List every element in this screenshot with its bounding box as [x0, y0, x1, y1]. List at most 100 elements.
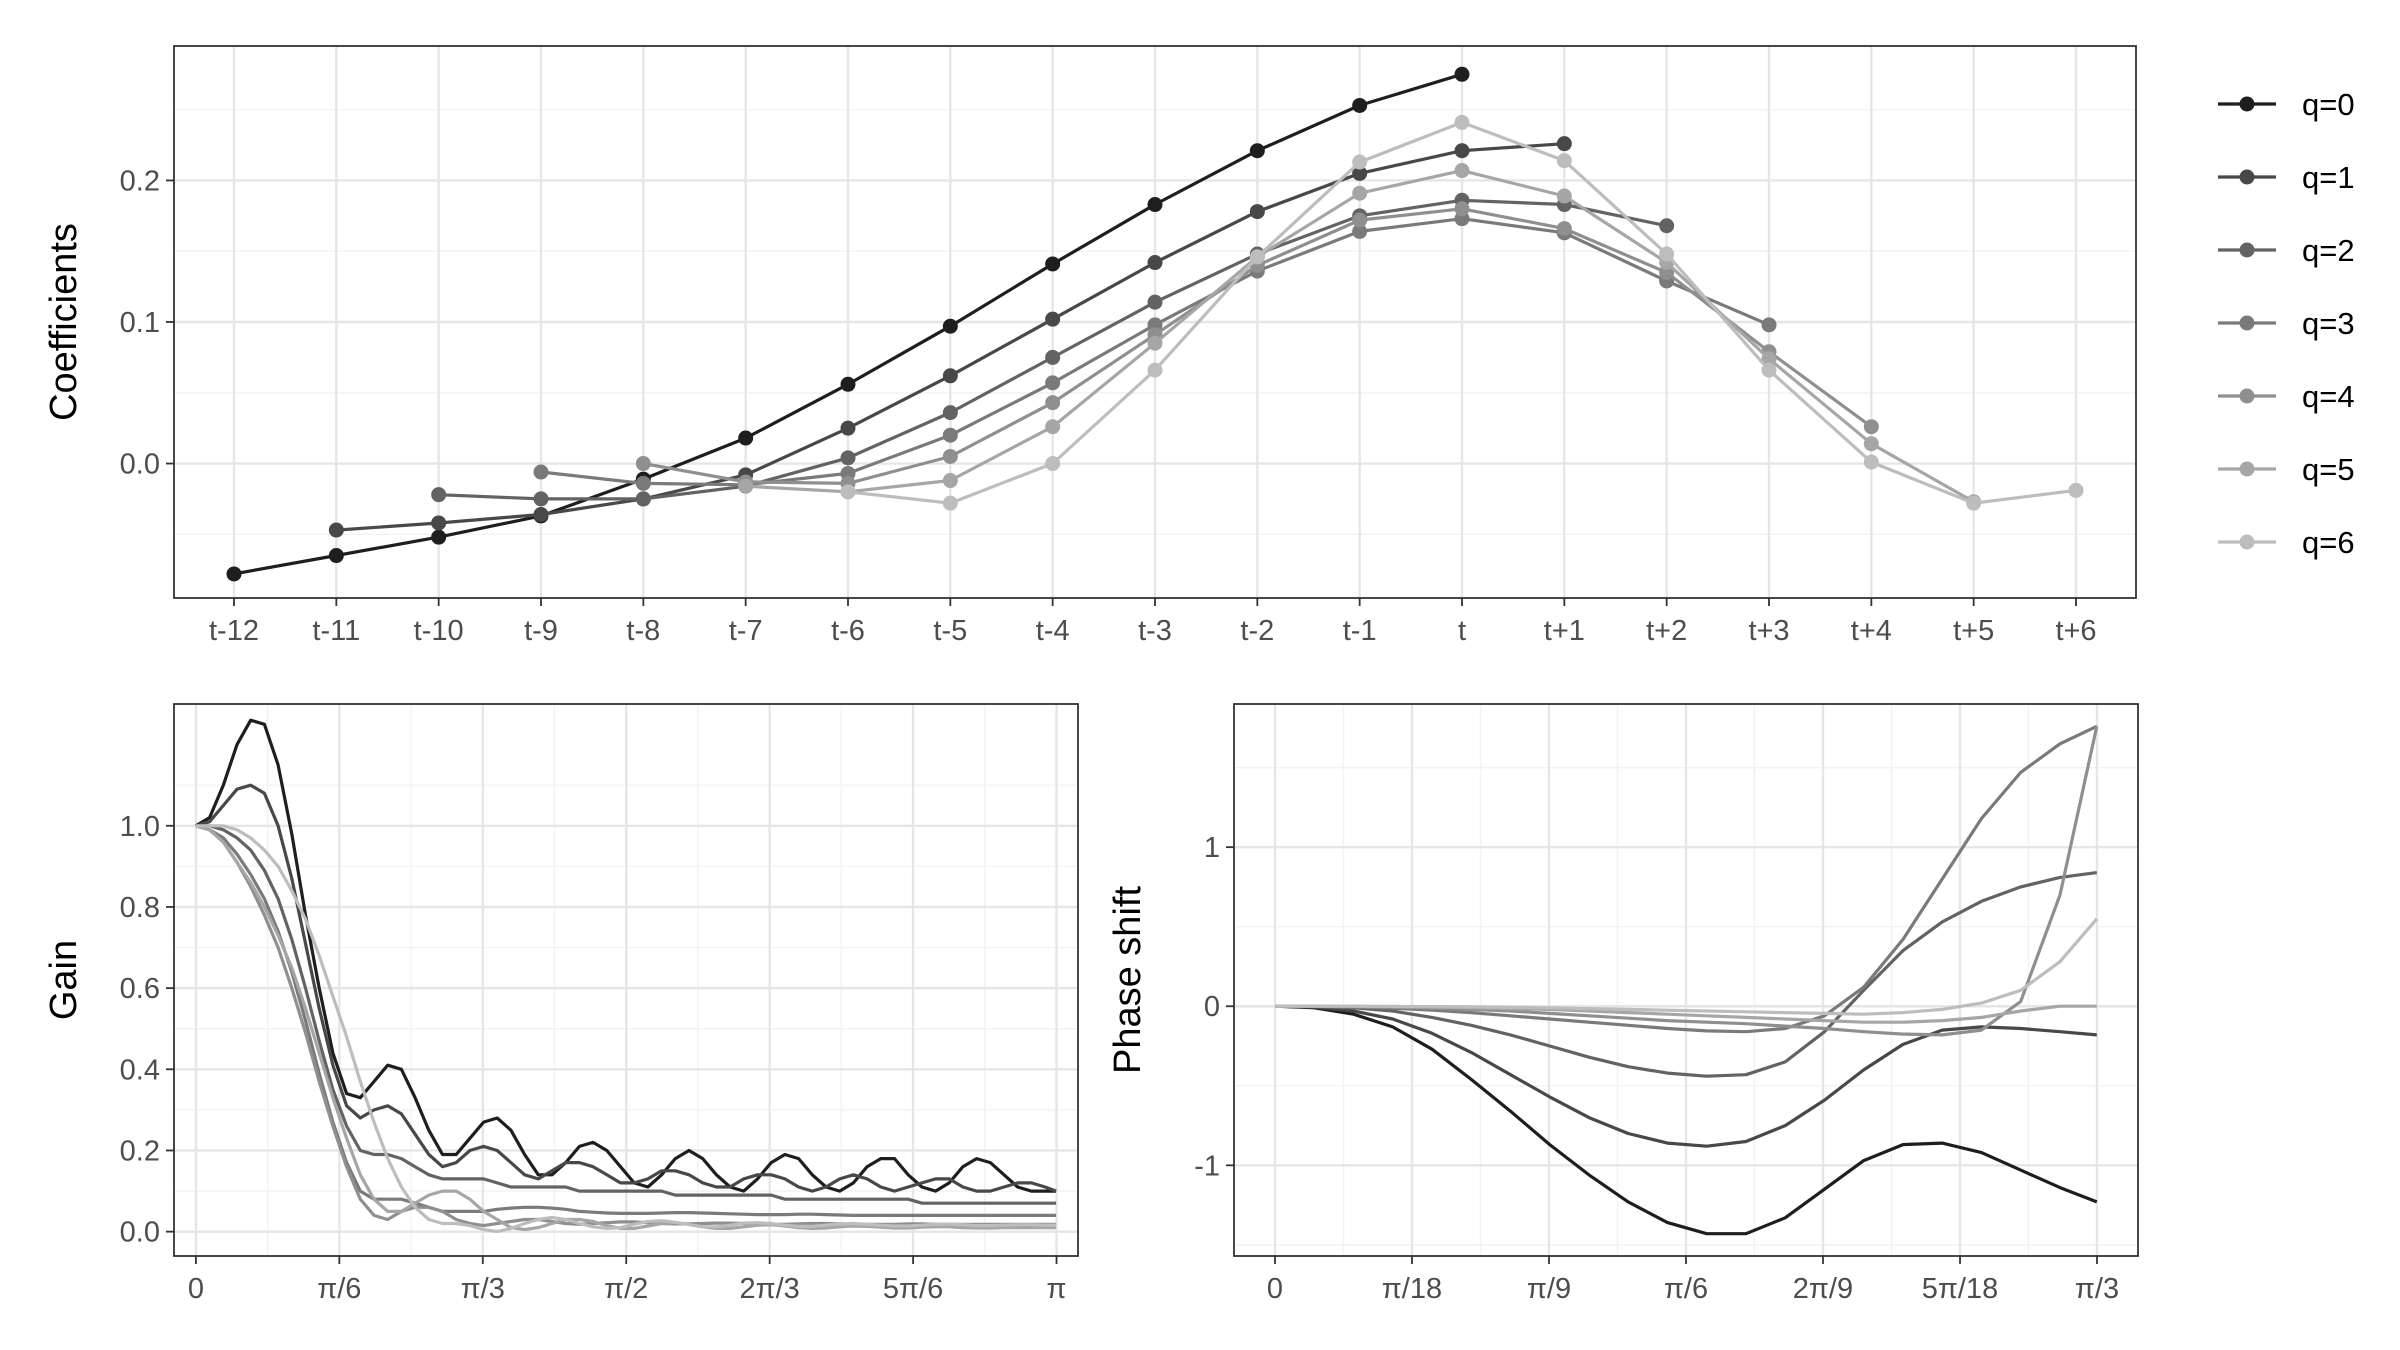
data-point-q=3 — [1761, 317, 1777, 333]
data-point-q=6 — [1761, 362, 1777, 378]
x-tick-label: t-9 — [524, 615, 558, 647]
series-line-q=5 — [195, 824, 1057, 1232]
data-point-q=0 — [1249, 143, 1265, 159]
y-tick-label: 0.6 — [120, 973, 160, 1005]
data-point-q=6 — [942, 495, 958, 511]
legend-item: q=3 — [2218, 306, 2355, 341]
data-point-q=0 — [942, 318, 958, 334]
data-point-q=1 — [1556, 136, 1572, 152]
series-line-q=1 — [195, 783, 1057, 1193]
data-point-q=5 — [942, 473, 958, 489]
y-axis: -1 0 1 — [1194, 832, 1234, 1182]
data-point-q=6 — [1249, 249, 1265, 265]
data-point-q=2 — [431, 487, 447, 503]
y-tick-label: 0.0 — [120, 1217, 160, 1249]
y-tick-label: 1 — [1204, 832, 1220, 864]
legend-marker-q=4 — [2239, 388, 2255, 404]
data-point-q=0 — [840, 376, 856, 392]
data-point-q=0 — [738, 430, 754, 446]
y-axis-title: Phase shift — [1107, 886, 1149, 1074]
x-tick-label: 2π/9 — [1793, 1273, 1853, 1305]
x-axis: 0 π/6 π/3 π/2 2π/3 5π/6 π — [188, 1256, 1067, 1305]
x-tick-label: π/3 — [461, 1273, 505, 1305]
series-group — [226, 66, 2084, 582]
y-tick-label: 1.0 — [120, 811, 160, 843]
legend-label: q=1 — [2302, 160, 2355, 195]
data-point-q=1 — [533, 506, 549, 522]
data-point-q=0 — [1454, 66, 1470, 82]
x-tick-label: t-6 — [831, 615, 865, 647]
legend-marker-q=6 — [2239, 534, 2255, 550]
data-point-q=0 — [1045, 256, 1061, 272]
legend-label: q=4 — [2302, 379, 2355, 414]
gain-panel: 0 π/6 π/3 π/2 2π/3 5π/6 π 0.0 0.2 0.4 0.6 0.8 1.0 Gai… — [43, 703, 1079, 1305]
legend-item: q=4 — [2218, 379, 2355, 414]
coefficients-panel: t-12 t-11 t-10 t-9 t-8 t-7 t-6 t-5 t-4 t-3 t-2 t-1 t… — [43, 45, 2137, 647]
data-point-q=6 — [1045, 456, 1061, 472]
data-point-q=2 — [942, 405, 958, 421]
data-point-q=2 — [840, 450, 856, 466]
x-tick-label: π/6 — [1664, 1273, 1708, 1305]
data-point-q=2 — [1147, 294, 1163, 310]
x-tick-label: π/3 — [2075, 1273, 2119, 1305]
x-tick-label: t-10 — [414, 615, 464, 647]
series-line-q=6 — [1275, 917, 2099, 1016]
data-point-q=3 — [942, 427, 958, 443]
data-point-q=6 — [1454, 114, 1470, 130]
data-point-q=4 — [942, 448, 958, 464]
x-tick-label: t-7 — [729, 615, 763, 647]
data-point-q=5 — [1761, 351, 1777, 367]
x-axis: 0 π/18 π/9 π/6 2π/9 5π/18 π/3 — [1267, 1256, 2119, 1305]
data-point-q=3 — [533, 464, 549, 480]
data-point-q=2 — [1659, 218, 1675, 234]
data-point-q=5 — [1454, 163, 1470, 179]
legend-item: q=6 — [2218, 525, 2355, 560]
data-point-q=1 — [1147, 255, 1163, 271]
data-point-q=3 — [1352, 223, 1368, 239]
data-point-q=3 — [1045, 375, 1061, 391]
data-point-q=1 — [1352, 165, 1368, 181]
data-point-q=1 — [328, 522, 344, 538]
series-line-q=1 — [1274, 1004, 2097, 1148]
data-point-q=1 — [431, 515, 447, 531]
x-tick-label: t-5 — [933, 615, 967, 647]
y-axis-title: Gain — [43, 940, 85, 1020]
y-tick-label: 0.2 — [120, 165, 160, 197]
x-tick-label: π/6 — [317, 1273, 361, 1305]
x-tick-label: t-11 — [312, 615, 360, 647]
y-tick-label: -1 — [1194, 1150, 1220, 1182]
y-axis: 0.0 0.2 0.4 0.6 0.8 1.0 — [120, 811, 174, 1249]
data-point-q=0 — [226, 566, 242, 582]
x-tick-label: t-8 — [626, 615, 660, 647]
y-axis-title: Coefficients — [43, 223, 85, 421]
x-tick-label: t — [1458, 615, 1466, 647]
data-point-q=6 — [1863, 454, 1879, 470]
data-point-q=4 — [635, 456, 651, 472]
x-tick-label: t+2 — [1646, 615, 1687, 647]
data-point-q=5 — [1556, 188, 1572, 204]
data-point-q=6 — [2068, 482, 2084, 498]
y-tick-label: 0.8 — [120, 892, 160, 924]
x-tick-label: t-1 — [1343, 615, 1377, 647]
x-tick-label: t+6 — [2055, 615, 2096, 647]
legend-marker-q=1 — [2239, 169, 2255, 185]
data-point-q=6 — [1352, 154, 1368, 170]
series-line-q=2 — [1274, 871, 2098, 1078]
legend-item: q=1 — [2218, 160, 2355, 195]
data-point-q=5 — [738, 478, 754, 494]
series-group — [1274, 724, 2099, 1236]
phase-shift-panel: 0 π/18 π/9 π/6 2π/9 5π/18 π/3 -1 0 1 Phase shift — [1107, 703, 2139, 1305]
x-tick-label: t+1 — [1544, 615, 1585, 647]
series-line-q=6 — [195, 824, 1057, 1234]
x-tick-label: 5π/18 — [1922, 1273, 1998, 1305]
x-tick-label: t+4 — [1851, 615, 1892, 647]
data-point-q=0 — [431, 529, 447, 545]
data-point-q=1 — [1045, 311, 1061, 327]
data-point-q=4 — [1863, 419, 1879, 435]
data-point-q=6 — [1556, 153, 1572, 169]
data-point-q=5 — [1147, 335, 1163, 351]
series-line-q=4 — [195, 824, 1057, 1228]
data-point-q=6 — [1659, 246, 1675, 262]
legend-marker-q=3 — [2239, 315, 2255, 331]
